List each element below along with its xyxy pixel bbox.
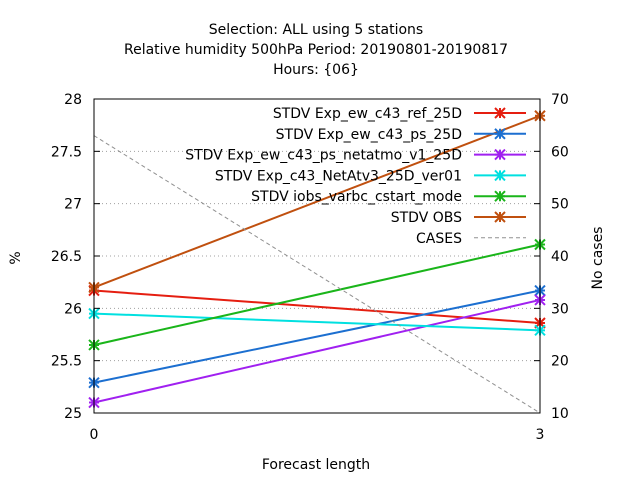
- y-tick-label: 25.5: [51, 354, 82, 370]
- y2-tick-label: 50: [551, 197, 569, 213]
- series-line-2: [93, 289, 541, 384]
- series-line-6: [93, 114, 541, 289]
- title-line-1: Selection: ALL using 5 stations: [209, 22, 423, 38]
- legend-label: STDV Exp_c43_NetAtv3_25D_ver01: [215, 168, 462, 184]
- series-line-3: [93, 298, 541, 404]
- y-tick-label: 27.5: [51, 144, 82, 160]
- x-tick-label: 3: [536, 427, 545, 443]
- y-tick-label: 25: [64, 406, 82, 422]
- y2-tick-label: 10: [551, 406, 569, 422]
- legend: STDV Exp_ew_c43_ref_25D STDV Exp_ew_c43_p…: [185, 106, 526, 247]
- legend-marker: [494, 190, 506, 202]
- legend-label: STDV Exp_ew_c43_ref_25D: [273, 106, 462, 122]
- legend-marker: [494, 148, 506, 161]
- title-line-2: Relative humidity 500hPa Period: 2019080…: [124, 42, 508, 58]
- plot-border: [93, 98, 541, 414]
- y-tick-label: 28: [64, 92, 82, 108]
- legend-label: STDV Exp_ew_c43_ps_netatmo_v1_25D: [185, 148, 462, 164]
- series-line-7: [93, 135, 541, 414]
- chart-title: Selection: ALL using 5 stations Relative …: [124, 22, 508, 78]
- x-axis-label: Forecast length: [262, 457, 370, 473]
- legend-marker: [494, 169, 506, 182]
- y-tick-label: 26.5: [51, 249, 82, 265]
- y-tick-label: 26: [64, 301, 82, 317]
- series-line-4: [93, 312, 541, 332]
- legend-label: CASES: [416, 231, 462, 247]
- y2-tick-label: 70: [551, 92, 569, 108]
- legend-marker: [494, 107, 506, 119]
- y-axis-label: %: [8, 251, 24, 264]
- legend-marker: [494, 128, 506, 140]
- legend-label: STDV Exp_ew_c43_ps_25D: [276, 127, 462, 143]
- title-line-3: Hours: {06}: [273, 62, 359, 78]
- y2-tick-label: 60: [551, 144, 569, 160]
- x-tick-label: 0: [90, 427, 99, 443]
- axis-ticks: 25 25.5 26 26.5 27 27.5 28 10 20 30 40 50 60 70 0 3: [51, 92, 569, 443]
- y2-tick-label: 40: [551, 249, 569, 265]
- y2-axis-label: No cases: [590, 227, 606, 290]
- legend-label: STDV OBS: [391, 210, 462, 226]
- y2-tick-label: 30: [551, 301, 569, 317]
- y2-tick-label: 20: [551, 354, 569, 370]
- y-tick-label: 27: [64, 197, 82, 213]
- legend-marker: [494, 211, 506, 223]
- series-line-5: [93, 243, 541, 346]
- legend-label: STDV iobs_varbc_cstart_mode: [251, 189, 462, 205]
